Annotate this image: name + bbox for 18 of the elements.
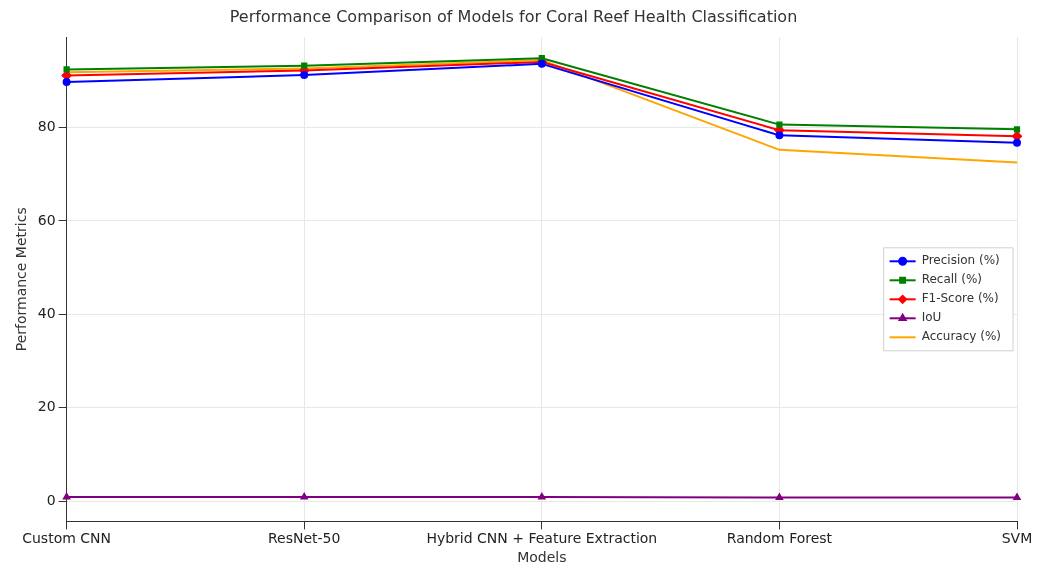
x-tick-label: SVM bbox=[1001, 530, 1033, 547]
chart-title: Performance Comparison of Models for Coral Reef Health Classification bbox=[229, 6, 798, 26]
legend-label: F1-Score (%) bbox=[921, 291, 999, 306]
y-tick-label: 80 bbox=[37, 118, 56, 135]
x-axis-title: Models bbox=[517, 549, 567, 566]
legend-label: IoU bbox=[921, 310, 942, 325]
legend-label: Precision (%) bbox=[921, 253, 1000, 268]
y-axis-title: Performance Metrics bbox=[13, 207, 30, 352]
y-tick-label: 20 bbox=[37, 398, 56, 415]
legend-label: Recall (%) bbox=[921, 272, 983, 287]
x-tick-label: Random Forest bbox=[726, 530, 833, 547]
x-tick-label: Hybrid CNN + Feature Extraction bbox=[426, 530, 658, 547]
legend-label: Accuracy (%) bbox=[921, 329, 1002, 344]
y-tick-label: 40 bbox=[37, 304, 56, 321]
x-tick-label: Custom CNN bbox=[22, 530, 112, 547]
x-tick-label: ResNet-50 bbox=[267, 530, 341, 547]
y-tick-label: 60 bbox=[37, 211, 56, 228]
y-tick-label: 0 bbox=[46, 491, 56, 508]
